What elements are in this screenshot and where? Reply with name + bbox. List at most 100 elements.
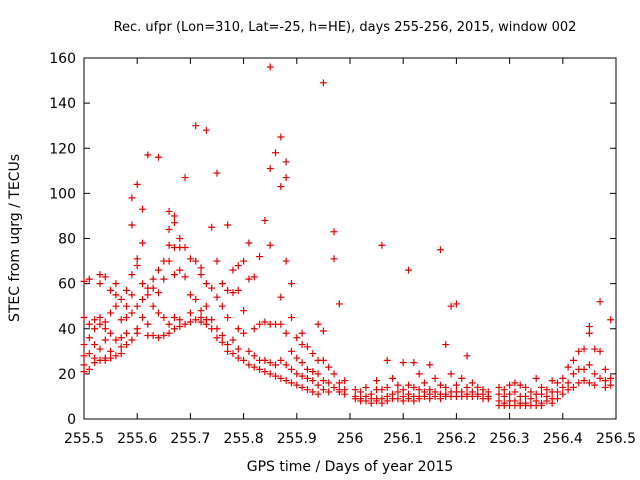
data-point [154, 289, 162, 297]
data-point [553, 388, 561, 396]
data-point [309, 368, 317, 376]
data-point [436, 395, 444, 403]
data-point [319, 386, 327, 394]
data-point [415, 386, 423, 394]
data-point [117, 343, 125, 351]
data-point [591, 381, 599, 389]
data-point [405, 395, 413, 403]
data-point [319, 79, 327, 87]
data-point [154, 309, 162, 317]
data-point [224, 221, 232, 229]
data-point [314, 381, 322, 389]
data-point [218, 338, 226, 346]
data-point [399, 386, 407, 394]
x-tick-label: 255.6 [117, 431, 157, 447]
data-point [378, 241, 386, 249]
data-point [277, 133, 285, 141]
data-point [128, 309, 136, 317]
data-point [213, 257, 221, 265]
data-point [224, 347, 232, 355]
data-point [85, 350, 93, 358]
data-point [213, 293, 221, 301]
data-point [240, 329, 248, 337]
data-point [218, 280, 226, 288]
data-point [101, 318, 109, 326]
data-point [553, 395, 561, 403]
data-point [591, 370, 599, 378]
data-point [277, 356, 285, 364]
data-point [415, 370, 423, 378]
x-tick-label: 255.5 [64, 431, 104, 447]
data-point [250, 352, 258, 360]
data-point [410, 397, 418, 405]
data-point [266, 359, 274, 367]
data-point [96, 313, 104, 321]
data-point [250, 273, 258, 281]
data-point [559, 383, 567, 391]
y-tick-label: 160 [49, 51, 76, 67]
data-point [149, 332, 157, 340]
data-point [128, 194, 136, 202]
data-point [123, 302, 131, 310]
data-point [139, 313, 147, 321]
data-point [351, 386, 359, 394]
data-point [91, 359, 99, 367]
x-tick-label: 256.5 [596, 431, 636, 447]
data-point [548, 399, 556, 407]
data-point [266, 165, 274, 173]
data-point [128, 271, 136, 279]
data-point [293, 334, 301, 342]
data-point [495, 383, 503, 391]
data-point [123, 286, 131, 294]
data-point [107, 309, 115, 317]
data-point [575, 379, 583, 387]
data-point [85, 365, 93, 373]
data-point [325, 379, 333, 387]
data-point [569, 356, 577, 364]
data-point [107, 347, 115, 355]
data-point [186, 318, 194, 326]
data-point [117, 334, 125, 342]
data-point [170, 313, 178, 321]
data-point [224, 286, 232, 294]
data-point [426, 395, 434, 403]
data-point [511, 379, 519, 387]
data-point [335, 379, 343, 387]
data-point [240, 356, 248, 364]
data-point [436, 381, 444, 389]
data-point [139, 239, 147, 247]
data-point [303, 386, 311, 394]
data-point [484, 395, 492, 403]
data-point [101, 356, 109, 364]
data-point [245, 361, 253, 369]
data-point [319, 356, 327, 364]
data-point [170, 212, 178, 220]
x-tick-label: 255.7 [170, 431, 210, 447]
data-point [580, 345, 588, 353]
data-point [154, 334, 162, 342]
data-point [293, 381, 301, 389]
data-point [607, 374, 615, 382]
data-point [373, 397, 381, 405]
data-point [532, 374, 540, 382]
data-point [463, 352, 471, 360]
x-tick-label: 256.3 [490, 431, 530, 447]
data-point [272, 149, 280, 157]
data-point [107, 354, 115, 362]
data-point [319, 377, 327, 385]
data-point [154, 153, 162, 161]
data-point [325, 363, 333, 371]
y-tick-label: 120 [49, 141, 76, 157]
data-point [96, 280, 104, 288]
data-point [112, 291, 120, 299]
data-point [202, 126, 210, 134]
y-tick-label: 80 [58, 232, 76, 248]
data-point [165, 329, 173, 337]
y-tick-label: 20 [58, 367, 76, 383]
data-point [261, 318, 269, 326]
data-point [213, 169, 221, 177]
data-point [474, 383, 482, 391]
data-point [474, 392, 482, 400]
data-point [468, 379, 476, 387]
